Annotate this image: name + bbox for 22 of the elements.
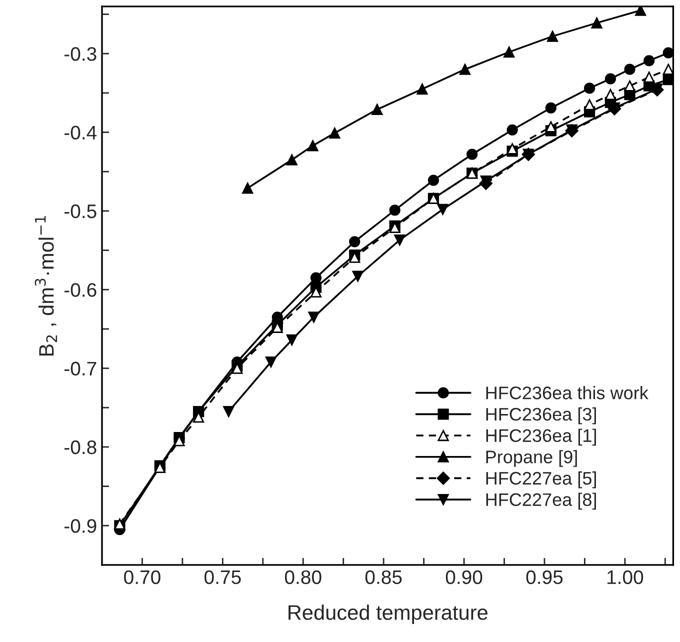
x-tick-label: 1.00 [607,570,644,584]
x-tick-label: 0.80 [284,570,322,584]
y-axis-title: B$_{2}$ , dm$^{3}$·mol$^{−1}$ [34,216,58,356]
y-tick-label: -0.4 [64,126,97,140]
x-axis-title: Reduced temperature [288,604,488,624]
y-tick-label: -0.5 [64,204,96,218]
legend-label: HFC236ea [1] [486,428,596,446]
y-tick-label: -0.7 [64,362,96,376]
x-tick-label: 0.75 [204,570,241,584]
legend-label: HFC236ea this work [486,386,648,400]
legend-label: HFC227ea [5] [486,471,596,488]
x-tick-label: 0.90 [446,570,482,584]
legend-label: Propane [9] [486,450,577,467]
legend-label: HFC227ea [8] [486,492,596,510]
y-tick-label: -0.3 [64,47,96,61]
x-tick-label: 0.95 [526,570,563,584]
y-tick-label: -0.6 [64,283,96,297]
y-tick-label: -0.8 [64,440,96,454]
legend-label: HFC236ea [3] [486,407,596,424]
x-tick-label: 0.85 [365,570,402,584]
y-tick-label: -0.9 [64,519,96,533]
x-tick-label: 0.70 [124,570,160,584]
